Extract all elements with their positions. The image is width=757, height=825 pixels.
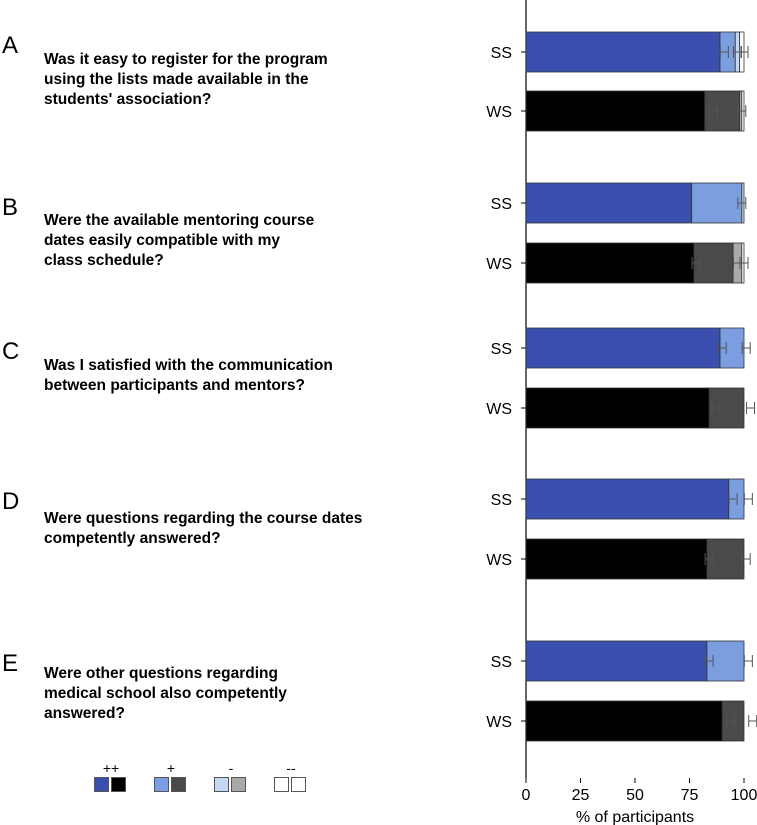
panel-question: Was it easy to register for the program …: [44, 51, 328, 108]
bar-group-label: SS: [491, 45, 512, 62]
error-bar: [737, 197, 747, 209]
error-bar: [704, 655, 714, 667]
legend-swatch: [231, 777, 246, 792]
x-axis-label: % of participants: [576, 809, 694, 825]
panel-letter: A: [2, 32, 19, 59]
error-bar: [726, 715, 736, 727]
legend-swatch: [94, 777, 109, 792]
bar-group-label: WS: [486, 714, 512, 731]
error-bar: [743, 493, 753, 505]
bar-segment-c-ss-1: [525, 327, 721, 369]
legend-swatch: [291, 777, 306, 792]
error-bar: [739, 257, 749, 269]
bar-segment-d-ws-1: [525, 538, 708, 580]
panel-letter: C: [2, 338, 20, 365]
bar-segment-b-ws-1: [525, 242, 695, 284]
x-tick-label: 25: [572, 787, 590, 804]
error-bar: [728, 493, 738, 505]
panel-question: Were questions regarding the course date…: [44, 510, 363, 547]
panel-letter: B: [2, 194, 19, 221]
bar-group-label: SS: [491, 492, 512, 509]
bar-group-label: SS: [491, 654, 512, 671]
legend-symbol: --: [286, 760, 296, 776]
error-bar: [711, 402, 721, 414]
bar-group-label: WS: [486, 401, 512, 418]
legend-swatch: [171, 777, 186, 792]
bar-segment-a-ss-1: [525, 31, 721, 73]
error-bar: [737, 105, 747, 117]
bar-segment-b-ss-1: [525, 182, 693, 224]
bar-group-label: WS: [486, 256, 512, 273]
error-bar: [717, 342, 727, 354]
panel-letter: D: [2, 488, 20, 515]
legend-symbol: ++: [102, 760, 120, 776]
error-bar: [743, 655, 753, 667]
x-tick-label: 100: [731, 787, 757, 804]
legend-swatch: [214, 777, 229, 792]
bar-segment-e-ws-1: [525, 700, 723, 742]
x-tick-label: 75: [681, 787, 699, 804]
bar-group-label: WS: [486, 552, 512, 569]
bar-group-label: SS: [491, 341, 512, 358]
bar-segment-e-ss-1: [525, 640, 708, 682]
error-bar: [748, 715, 757, 727]
legend-swatch: [274, 777, 289, 792]
panel-question: Were the available mentoring course date…: [44, 212, 315, 269]
bar-segment-b-ss-2: [691, 182, 743, 224]
error-bar: [691, 257, 701, 269]
panel-letter: E: [2, 650, 19, 677]
x-tick-label: 0: [522, 787, 531, 804]
bar-group-label: SS: [491, 196, 512, 213]
x-tick-label: 50: [626, 787, 644, 804]
error-bar: [741, 342, 751, 354]
legend-symbol: -: [228, 760, 234, 776]
bar-group-label: WS: [486, 104, 512, 121]
error-bar: [708, 105, 718, 117]
error-bar: [739, 46, 749, 58]
legend-swatch: [154, 777, 169, 792]
legend-symbol: +: [166, 760, 176, 776]
bar-segment-d-ss-1: [525, 478, 730, 520]
error-bar: [746, 402, 756, 414]
bar-segment-c-ws-1: [525, 387, 710, 429]
bar-segment-a-ws-1: [525, 90, 706, 132]
legend-swatch: [111, 777, 126, 792]
error-bar: [719, 46, 729, 58]
error-bar: [741, 553, 751, 565]
panel-question: Were other questions regarding medical s…: [44, 665, 287, 722]
panel-question: Was I satisfied with the communication b…: [44, 357, 333, 394]
error-bar: [704, 553, 714, 565]
